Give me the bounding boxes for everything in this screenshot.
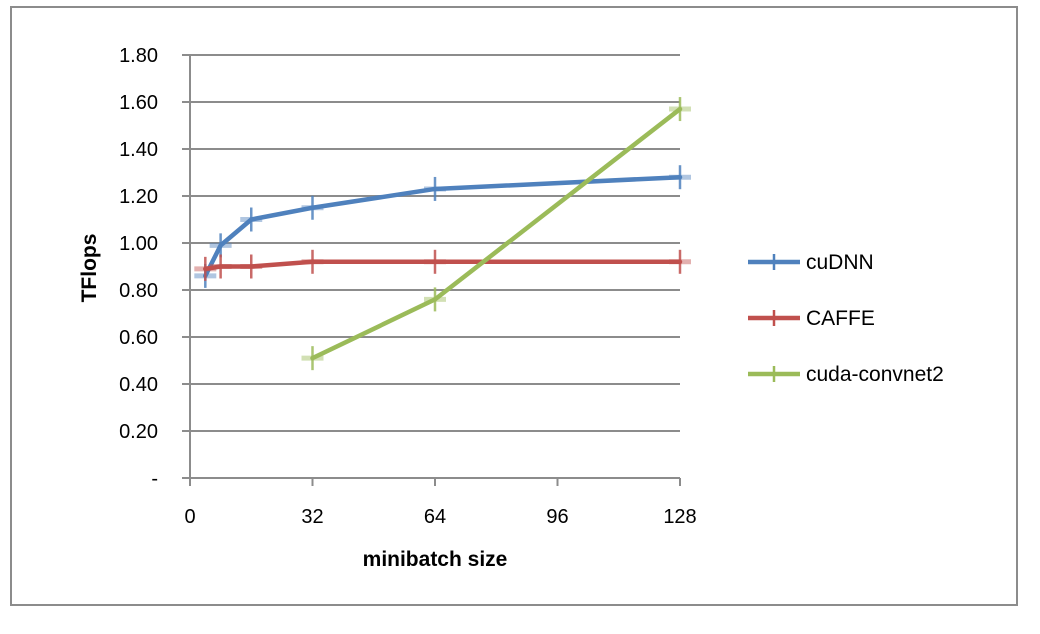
y-tick-label: 1.20 bbox=[119, 186, 158, 208]
series-line-cudnn bbox=[203, 174, 683, 279]
series-line-caffe bbox=[203, 259, 683, 272]
y-tick-label: 1.00 bbox=[119, 233, 158, 255]
data-point-caffe bbox=[209, 254, 232, 279]
x-tick-label: 128 bbox=[663, 506, 696, 528]
data-point-caffe bbox=[669, 249, 691, 274]
data-point-cuda-convnet2 bbox=[424, 287, 446, 312]
axes: - 0.20 0.40 0.60 0.80 1.00 1.20 1.40 1.60 1.80 0 32… bbox=[119, 45, 697, 528]
legend-item-cuda-convnet2: cuda-convnet2 bbox=[748, 363, 944, 386]
x-tick-label: 64 bbox=[424, 506, 446, 528]
data-point-cudnn bbox=[669, 165, 691, 190]
y-tick-label: 1.80 bbox=[119, 45, 158, 67]
legend: cuDNN CAFFE cuda-convnet2 bbox=[748, 251, 944, 386]
legend-label: CAFFE bbox=[806, 307, 875, 330]
data-point-cudnn bbox=[301, 195, 324, 220]
x-tick-label: 96 bbox=[546, 506, 568, 528]
y-tick-label: 0.60 bbox=[119, 327, 158, 349]
data-point-cudnn bbox=[240, 207, 263, 232]
y-axis-title: TFlops bbox=[78, 234, 101, 303]
x-tick-label: 0 bbox=[184, 506, 195, 528]
x-axis-title: minibatch size bbox=[363, 548, 508, 571]
y-tick-label: 0.20 bbox=[119, 421, 158, 443]
y-tick-label: 0.80 bbox=[119, 280, 158, 302]
x-tick-label: 32 bbox=[301, 506, 323, 528]
data-point-caffe bbox=[194, 256, 217, 281]
series-line-cuda-convnet2 bbox=[310, 106, 683, 361]
y-tick-label: 1.40 bbox=[119, 139, 158, 161]
grid bbox=[190, 54, 680, 432]
y-tick-label: - bbox=[151, 468, 158, 490]
y-tick-label: 1.60 bbox=[119, 92, 158, 114]
data-point-cudnn bbox=[209, 233, 232, 258]
legend-item-caffe: CAFFE bbox=[748, 307, 875, 330]
legend-label: cuDNN bbox=[806, 251, 874, 274]
data-point-caffe bbox=[240, 254, 263, 279]
data-point-caffe bbox=[301, 249, 324, 274]
series-lines bbox=[194, 97, 691, 371]
data-point-cuda-convnet2 bbox=[301, 346, 324, 371]
data-point-caffe bbox=[424, 249, 446, 274]
y-tick-label: 0.40 bbox=[119, 374, 158, 396]
legend-item-cudnn: cuDNN bbox=[748, 251, 874, 274]
legend-label: cuda-convnet2 bbox=[806, 363, 944, 386]
chart-frame bbox=[10, 6, 1018, 606]
data-point-cuda-convnet2 bbox=[669, 97, 691, 122]
data-point-cudnn bbox=[424, 176, 446, 201]
